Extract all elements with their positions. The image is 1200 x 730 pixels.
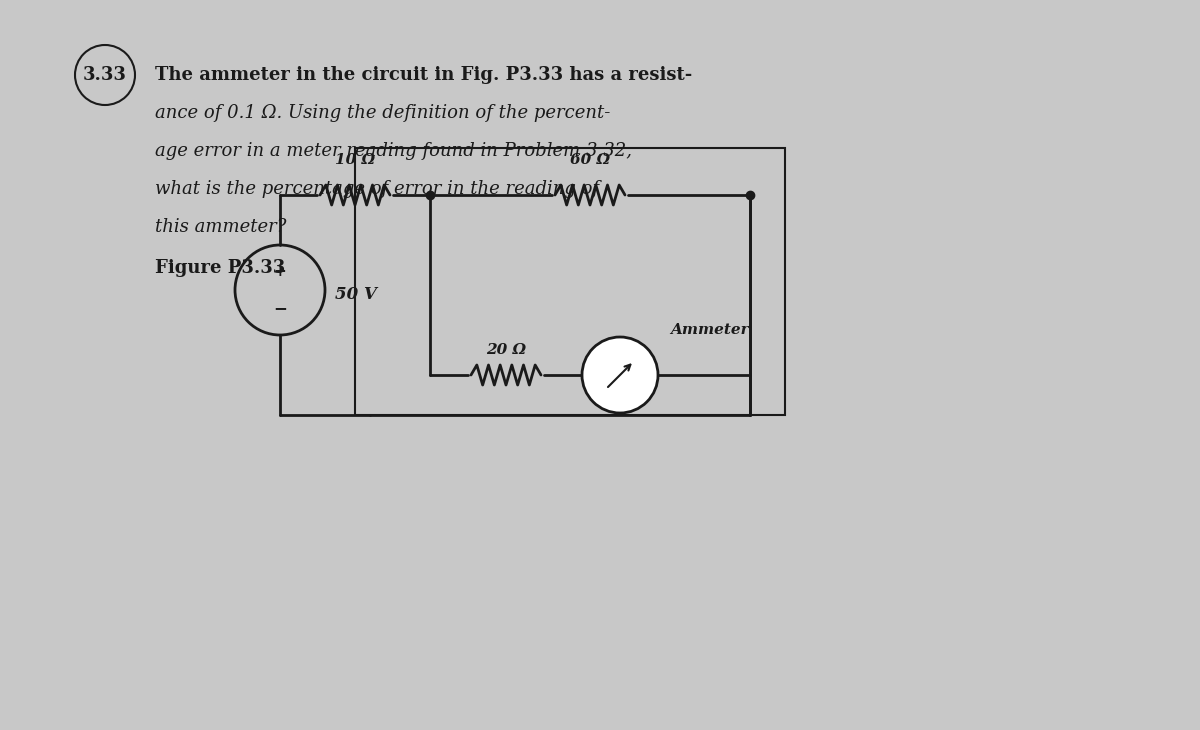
Text: this ammeter?: this ammeter? [155, 218, 287, 236]
Circle shape [582, 337, 658, 413]
Text: 60 Ω: 60 Ω [570, 153, 610, 167]
Text: The ammeter in the circuit in Fig. P3.33 has a resist-: The ammeter in the circuit in Fig. P3.33… [155, 66, 692, 84]
Text: −: − [274, 299, 287, 317]
Text: ance of 0.1 Ω. Using the definition of the percent-: ance of 0.1 Ω. Using the definition of t… [155, 104, 611, 122]
Text: 50 V: 50 V [335, 286, 377, 304]
Text: 3.33: 3.33 [83, 66, 127, 84]
Text: age error in a meter reading found in Problem 3.32,: age error in a meter reading found in Pr… [155, 142, 632, 160]
Text: 10 Ω: 10 Ω [335, 153, 376, 167]
Text: 20 Ω: 20 Ω [486, 343, 526, 357]
Text: what is the percentage of error in the reading of: what is the percentage of error in the r… [155, 180, 599, 198]
Text: +: + [274, 264, 287, 280]
Text: Ammeter: Ammeter [670, 323, 749, 337]
Text: Figure P3.33: Figure P3.33 [155, 259, 286, 277]
